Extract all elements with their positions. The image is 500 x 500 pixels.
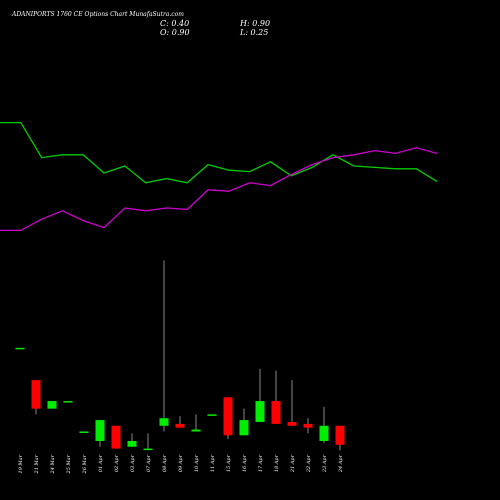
x-tick-label: 21 Apr — [290, 454, 296, 473]
candle-body — [79, 431, 89, 433]
candle-body — [15, 347, 25, 350]
x-tick-label: 08 Apr — [162, 454, 168, 472]
open-label: O: 0.90 — [160, 28, 190, 37]
x-tick-label: 23 Apr — [322, 454, 328, 473]
x-tick-label: 09 Apr — [178, 454, 184, 472]
candle-body — [207, 414, 217, 416]
candle-body — [223, 397, 233, 436]
close-label: C: 0.40 — [160, 19, 189, 28]
candle-body — [239, 420, 249, 436]
x-tick-label: 16 Apr — [242, 454, 248, 472]
candle-body — [271, 401, 281, 424]
candle-body — [319, 425, 329, 441]
candle-body — [175, 423, 185, 428]
candle-body — [191, 429, 201, 432]
candle-body — [303, 423, 313, 428]
candle-body — [287, 421, 297, 426]
x-tick-label: 17 Apr — [258, 454, 264, 472]
x-tick-label: 26 Mar — [82, 454, 88, 474]
indicator-line — [0, 147, 438, 232]
candle-body — [255, 401, 265, 422]
candle-body — [47, 401, 57, 409]
x-tick-label: 21 Mar — [34, 454, 40, 474]
x-tick-label: 24 Mar — [50, 454, 56, 474]
chart-title: ADANIPORTS 1760 CE Options Chart MunafaS… — [11, 11, 184, 18]
x-tick-label: 07 Apr — [146, 454, 152, 472]
low-label: L: 0.25 — [239, 28, 268, 37]
candle-body — [31, 380, 41, 409]
candle-body — [127, 440, 137, 447]
indicator-line — [0, 121, 438, 184]
x-tick-label: 10 Apr — [194, 454, 200, 472]
x-tick-label: 18 Apr — [274, 454, 280, 472]
x-tick-label: 15 Apr — [226, 454, 232, 472]
high-label: H: 0.90 — [239, 19, 270, 28]
x-tick-label: 03 Apr — [130, 454, 136, 472]
x-tick-label: 01 Apr — [98, 454, 104, 472]
x-tick-label: 22 Apr — [306, 454, 312, 473]
candle-body — [111, 425, 121, 449]
candle-body — [335, 425, 345, 445]
x-tick-label: 19 Mar — [18, 454, 24, 473]
x-tick-label: 25 Mar — [66, 454, 72, 474]
x-tick-label: 02 Apr — [114, 454, 120, 472]
x-tick-label: 11 Apr — [210, 454, 216, 472]
candle-body — [143, 448, 153, 451]
x-tick-label: 24 Apr — [338, 454, 344, 473]
candle-body — [95, 420, 105, 441]
candle-body — [63, 401, 73, 403]
candle-body — [159, 418, 169, 426]
